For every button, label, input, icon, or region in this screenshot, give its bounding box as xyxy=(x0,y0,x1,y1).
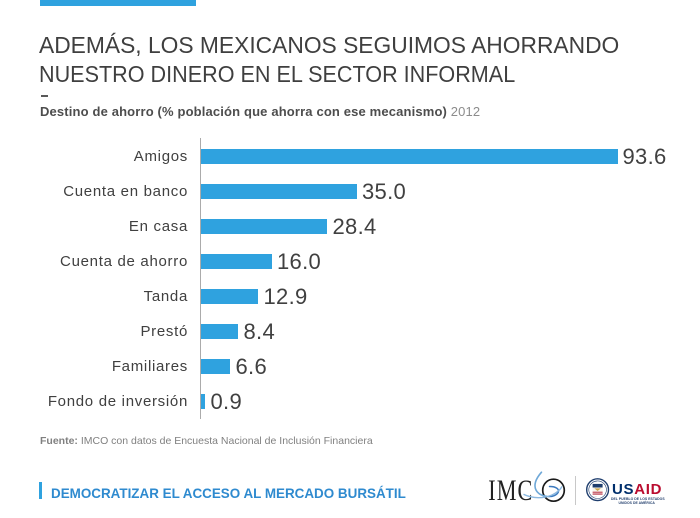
svg-text:IMC: IMC xyxy=(488,473,533,506)
svg-text:* * * * *: * * * * * xyxy=(592,497,597,499)
svg-text:USAID: USAID xyxy=(612,481,662,498)
svg-text:DEL PUEBLO DE LOS ESTADOS: DEL PUEBLO DE LOS ESTADOS xyxy=(611,497,665,501)
svg-text:* * * * *: * * * * * xyxy=(592,482,597,484)
svg-text:UNIDOS DE AMÉRICA: UNIDOS DE AMÉRICA xyxy=(619,500,656,505)
